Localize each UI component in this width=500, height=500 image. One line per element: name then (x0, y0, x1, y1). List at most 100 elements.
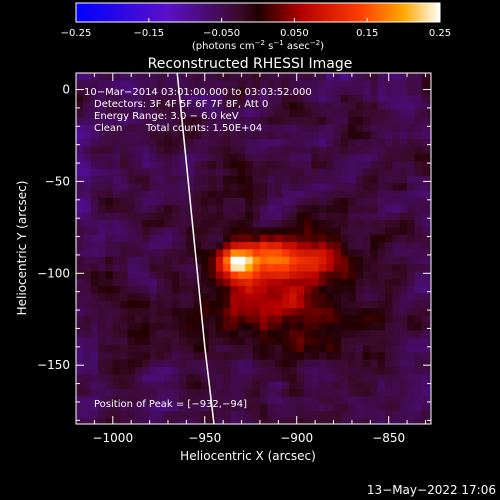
heatmap-cell (267, 344, 276, 353)
heatmap-cell (76, 352, 84, 361)
heatmap-cell (407, 234, 416, 243)
heatmap-cell (112, 300, 121, 309)
heatmap-cell (98, 337, 107, 346)
heatmap-cell (289, 403, 298, 412)
heatmap-cell (201, 197, 210, 206)
heatmap-cell (282, 322, 290, 331)
heatmap-cell (127, 161, 136, 170)
heatmap-cell (164, 109, 173, 118)
heatmap-cell (333, 80, 342, 89)
heatmap-cell (289, 330, 298, 339)
heatmap-cell (230, 227, 239, 236)
heatmap-cell (429, 256, 431, 265)
heatmap-cell (282, 396, 290, 405)
heatmap-cell (186, 190, 195, 199)
heatmap-cell (164, 183, 173, 192)
heatmap-cell (377, 183, 386, 192)
heatmap-cell (282, 249, 290, 258)
heatmap-cell (193, 300, 202, 309)
heatmap-cell (120, 117, 129, 126)
heatmap-cell (348, 95, 357, 104)
heatmap-cell (245, 367, 254, 375)
heatmap-cell (171, 337, 180, 346)
heatmap-cell (355, 205, 364, 214)
heatmap-cell (429, 389, 431, 398)
heatmap-cell (304, 102, 313, 111)
heatmap-cell (179, 220, 187, 228)
heatmap-cell (296, 212, 305, 221)
heatmap-cell (333, 190, 342, 199)
heatmap-cell (333, 234, 342, 243)
heatmap-cell (127, 308, 136, 317)
heatmap-cell (362, 234, 371, 243)
heatmap-cell (193, 183, 202, 192)
heatmap-cell (127, 102, 136, 111)
heatmap-cell (90, 153, 99, 162)
heatmap-cell (355, 352, 364, 361)
heatmap-cell (355, 396, 364, 405)
heatmap-cell (171, 411, 180, 420)
heatmap-cell (112, 271, 121, 280)
heatmap-cell (112, 220, 121, 228)
heatmap-cell (186, 242, 195, 251)
heatmap-cell (311, 308, 320, 317)
heatmap-cell (201, 359, 210, 368)
heatmap-cell (318, 256, 327, 265)
heatmap-cell (289, 87, 298, 96)
heatmap-cell (237, 381, 246, 390)
heatmap-cell (348, 139, 357, 148)
heatmap-cell (83, 73, 92, 81)
heatmap-cell (274, 87, 283, 96)
heatmap-cell (267, 102, 276, 111)
heatmap-cell (179, 337, 187, 346)
heatmap-cell (252, 315, 261, 324)
heatmap-cell (429, 337, 431, 346)
heatmap-cell (414, 87, 423, 96)
heatmap-cell (208, 352, 217, 361)
heatmap-cell (149, 168, 158, 177)
heatmap-cell (392, 227, 401, 236)
heatmap-cell (259, 381, 268, 390)
heatmap-cell (156, 73, 165, 81)
heatmap-cell (237, 190, 246, 199)
heatmap-cell (362, 330, 371, 339)
heatmap-cell (399, 73, 408, 81)
heatmap-cell (193, 220, 202, 228)
heatmap-cell (311, 330, 320, 339)
heatmap-cell (90, 234, 99, 243)
heatmap-cell (362, 124, 371, 133)
heatmap-cell (362, 374, 371, 383)
heatmap-cell (120, 286, 129, 295)
heatmap-cell (355, 278, 364, 287)
heatmap-cell (223, 102, 232, 111)
heatmap-cell (304, 124, 313, 133)
heatmap-cell (127, 220, 136, 228)
heatmap-cell (223, 256, 232, 265)
heatmap-cell (171, 95, 180, 104)
heatmap-cell (311, 264, 320, 273)
heatmap-cell (407, 322, 416, 331)
heatmap-cell (362, 418, 371, 424)
heatmap-cell (179, 80, 187, 89)
heatmap-cell (179, 381, 187, 390)
heatmap-cell (105, 197, 114, 206)
heatmap-cell (385, 242, 393, 251)
heatmap-cell (105, 308, 114, 317)
heatmap-cell (252, 175, 261, 184)
heatmap-cell (370, 256, 379, 265)
heatmap-cell (370, 153, 379, 162)
heatmap-cell (252, 330, 261, 339)
heatmap-cell (274, 80, 283, 89)
heatmap-cell (259, 403, 268, 412)
heatmap-cell (333, 315, 342, 324)
heatmap-cell (326, 308, 335, 317)
heatmap-cell (149, 322, 158, 331)
heatmap-cell (112, 396, 121, 405)
heatmap-cell (112, 256, 121, 265)
heatmap-cell (223, 411, 232, 420)
heatmap-cell (318, 396, 327, 405)
heatmap-cell (171, 403, 180, 412)
heatmap-cell (282, 256, 290, 265)
heatmap-cell (326, 396, 335, 405)
heatmap-cell (407, 315, 416, 324)
